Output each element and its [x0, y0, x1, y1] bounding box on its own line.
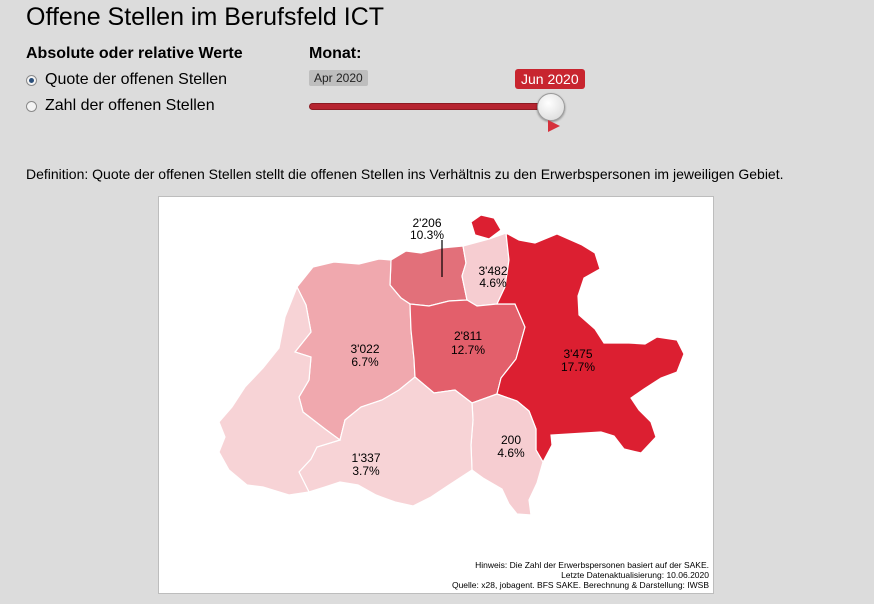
region-rate-mittelland: 6.7% [351, 355, 379, 369]
region-count-tessin: 200 [501, 433, 521, 447]
region-rate-nordwest: 10.3% [410, 228, 444, 242]
slider-track[interactable] [309, 103, 549, 110]
definition-text: Definition: Quote der offenen Stellen st… [26, 166, 784, 182]
slider-min-label: Apr 2020 [309, 70, 368, 86]
region-count-genfersee: 1'337 [352, 451, 381, 465]
radio-button-unchecked[interactable] [26, 100, 37, 112]
radio-label-quote: Quote der offenen Stellen [45, 71, 228, 88]
radio-option-zahl[interactable]: Zahl der offenen Stellen [26, 97, 215, 115]
map-region-ostschweiz-top[interactable] [470, 214, 502, 240]
footnote-update: Letzte Datenaktualisierung: 10.06.2020 [561, 570, 709, 580]
radio-label-zahl: Zahl der offenen Stellen [45, 97, 215, 114]
region-count-zuerich: 3'482 [479, 264, 508, 278]
region-count-nordwest: 2'206 [413, 216, 442, 230]
slider-current-label: Jun 2020 [515, 69, 585, 89]
region-rate-genfersee: 3.7% [352, 464, 380, 478]
footnote-hinweis: Hinweis: Die Zahl der Erwerbspersonen ba… [475, 560, 709, 570]
radio-option-quote[interactable]: Quote der offenen Stellen [26, 71, 227, 89]
footnote-source: Quelle: x28, jobagent. BFS SAKE. Berechn… [451, 580, 709, 590]
map-region-nordwest[interactable] [389, 245, 468, 307]
map-region-ostschweiz[interactable] [496, 231, 685, 464]
slider-handle[interactable] [537, 93, 565, 121]
map-region-westschweiz[interactable] [218, 285, 342, 496]
month-slider[interactable]: Apr 2020 Jun 2020 [309, 68, 589, 138]
play-icon[interactable] [548, 120, 560, 132]
region-rate-zentral: 12.7% [451, 343, 485, 357]
map-panel: 2'206 10.3% 3'482 4.6% 3'022 6.7% 2'811 … [158, 196, 714, 594]
region-rate-ost: 17.7% [561, 360, 595, 374]
month-heading: Monat: [309, 45, 362, 62]
region-count-zentral: 2'811 [454, 329, 482, 343]
region-count-mittelland: 3'022 [351, 342, 380, 356]
mode-heading: Absolute oder relative Werte [26, 45, 243, 62]
region-rate-tessin: 4.6% [497, 446, 525, 460]
radio-button-checked[interactable] [26, 74, 37, 86]
region-count-ost: 3'475 [564, 347, 593, 361]
region-rate-zuerich: 4.6% [479, 276, 507, 290]
switzerland-map: 2'206 10.3% 3'482 4.6% 3'022 6.7% 2'811 … [218, 214, 685, 516]
page-title: Offene Stellen im Berufsfeld ICT [26, 3, 385, 31]
map-footnotes: Hinweis: Die Zahl der Erwerbspersonen ba… [452, 560, 709, 590]
